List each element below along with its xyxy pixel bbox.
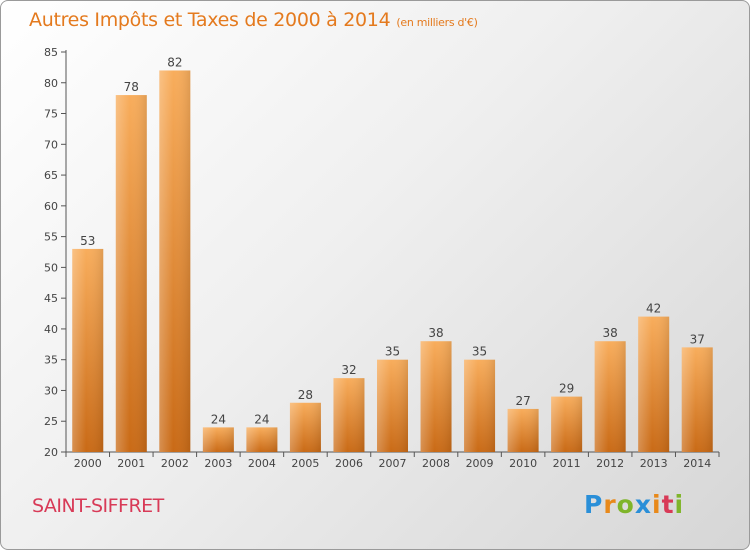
bar-2006[interactable] [333, 378, 365, 452]
bar-2009[interactable] [464, 359, 496, 452]
bar-shade [333, 378, 365, 452]
logo-letter: P [584, 490, 604, 519]
data-label: 42 [646, 302, 661, 316]
bar-shade [115, 95, 147, 453]
bar-2013[interactable] [638, 316, 670, 452]
data-label: 38 [603, 326, 618, 340]
y-tick-label: 25 [44, 415, 58, 428]
bar-2014[interactable] [681, 347, 713, 452]
bar-shade [464, 359, 496, 452]
logo-letter: x [634, 490, 652, 519]
bar-2000[interactable] [72, 248, 104, 452]
data-label: 32 [341, 363, 356, 377]
data-label: 82 [167, 55, 182, 69]
bar-shade [202, 427, 234, 452]
x-tick-label: 2002 [161, 457, 189, 470]
y-tick-label: 85 [44, 46, 58, 59]
data-labels: 53 78 82 24 24 28 32 35 38 35 27 29 38 42 37 [80, 55, 705, 426]
x-tick-label: 2009 [466, 457, 494, 470]
y-tick-label: 70 [44, 138, 58, 151]
bar-2007[interactable] [377, 359, 408, 452]
bar-2001[interactable] [115, 95, 147, 453]
y-tick-label: 80 [44, 77, 58, 90]
y-tick-label: 40 [44, 323, 58, 336]
data-label: 35 [472, 345, 487, 359]
x-tick-label: 2011 [553, 457, 581, 470]
data-label: 35 [385, 345, 400, 359]
data-label: 24 [211, 412, 226, 426]
bar-shade [289, 402, 321, 452]
data-label: 24 [254, 412, 269, 426]
x-tick-label: 2014 [683, 457, 711, 470]
x-tick-label: 2004 [248, 457, 276, 470]
bar-shade [594, 341, 626, 452]
bar-shade [638, 316, 670, 452]
data-label: 78 [124, 80, 139, 94]
y-tick-label: 50 [44, 261, 58, 274]
bar-shade [246, 427, 278, 452]
bar-2005[interactable] [289, 402, 321, 452]
y-tick-label: 60 [44, 200, 58, 213]
x-tick-label: 2000 [74, 457, 102, 470]
bar-2003[interactable] [202, 427, 234, 452]
y-tick-label: 65 [44, 169, 58, 182]
logo-letter: o [616, 490, 635, 519]
logo-letter: t [661, 490, 675, 519]
y-tick-label: 75 [44, 108, 58, 121]
logo-letter: i [674, 490, 685, 519]
bar-shade [507, 408, 539, 452]
logo-letter: i [652, 490, 662, 519]
y-tick-label: 35 [44, 354, 58, 367]
bar-shade [159, 70, 191, 452]
x-tick-labels: 2000 2001 2002 2003 2004 2005 2006 2007 2008 2009… [65, 452, 720, 470]
bar-2010[interactable] [507, 408, 539, 452]
y-tick-label: 45 [44, 292, 58, 305]
chart-title: Autres Impôts et Taxes de 2000 à 2014 (en… [29, 9, 478, 31]
bar-shade [420, 341, 452, 452]
y-tick-label: 20 [44, 446, 58, 459]
bar-2002[interactable] [159, 70, 191, 452]
data-label: 53 [80, 234, 95, 248]
data-label: 29 [559, 382, 574, 396]
data-label: 27 [515, 394, 530, 408]
bar-shade [72, 248, 104, 452]
bar-2004[interactable] [246, 427, 278, 452]
x-tick-label: 2012 [596, 457, 624, 470]
x-tick-label: 2005 [291, 457, 319, 470]
y-tick-label: 55 [44, 231, 58, 244]
bar-2012[interactable] [594, 341, 626, 452]
x-tick-label: 2003 [204, 457, 232, 470]
logo-letter: r [603, 490, 617, 519]
x-tick-label: 2001 [117, 457, 145, 470]
bar-shade [377, 359, 408, 452]
unit-note: (en milliers d'€) [396, 16, 478, 29]
data-label: 38 [428, 326, 443, 340]
bar-2011[interactable] [551, 396, 583, 452]
bar-2008[interactable] [420, 341, 452, 452]
data-label: 37 [690, 332, 705, 346]
proxiti-logo[interactable]: Proxiti [584, 490, 684, 519]
bar-shade [681, 347, 713, 452]
x-tick-label: 2013 [640, 457, 668, 470]
x-tick-label: 2008 [422, 457, 450, 470]
y-tick-label: 30 [44, 384, 58, 397]
x-tick-label: 2010 [509, 457, 537, 470]
location-name: SAINT-SIFFRET [32, 495, 164, 517]
data-label: 28 [298, 388, 313, 402]
y-tick-labels: 20 25 30 35 40 45 50 55 60 65 70 75 80 85 [44, 46, 66, 459]
chart-title-text: Autres Impôts et Taxes de 2000 à 2014 [29, 9, 391, 31]
bar-shade [551, 396, 583, 452]
x-tick-label: 2006 [335, 457, 363, 470]
bars [72, 70, 713, 453]
x-tick-label: 2007 [379, 457, 407, 470]
